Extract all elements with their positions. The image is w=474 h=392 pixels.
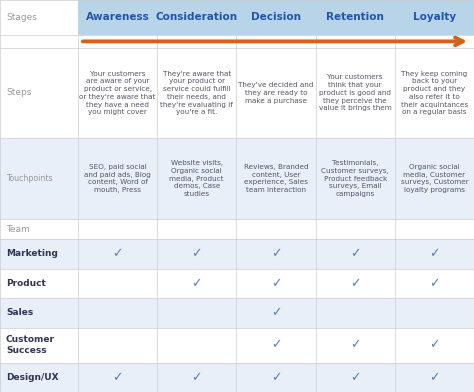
Text: ✓: ✓ [112,247,123,260]
Text: ✓: ✓ [191,247,202,260]
Bar [0,363,474,392]
Text: ✓: ✓ [271,339,281,352]
Bar [0,0,78,35]
Text: Organic social
media, Customer
surveys, Customer
loyalty programs: Organic social media, Customer surveys, … [401,164,468,193]
Text: ✓: ✓ [271,307,281,319]
Bar [0,219,474,239]
Text: Marketing: Marketing [6,249,58,258]
Text: Reviews, Branded
content, User
experience, Sales
team interaction: Reviews, Branded content, User experienc… [244,164,308,193]
Text: ✓: ✓ [429,277,440,290]
Text: Consideration: Consideration [156,13,238,22]
Text: Team: Team [6,225,30,234]
Text: Decision: Decision [251,13,301,22]
Text: Your customers
are aware of your
product or service,
or they're aware that
they : Your customers are aware of your product… [80,71,156,115]
Text: Customer
Success: Customer Success [6,336,55,355]
Text: Product: Product [6,279,46,288]
Text: ✓: ✓ [429,339,440,352]
Text: ✓: ✓ [191,371,202,384]
Text: ✓: ✓ [429,371,440,384]
Text: ✓: ✓ [191,277,202,290]
Bar [0,48,474,138]
Text: Stages: Stages [6,13,37,22]
Text: ✓: ✓ [271,371,281,384]
Text: ✓: ✓ [429,247,440,260]
Text: Loyalty: Loyalty [413,13,456,22]
Text: ✓: ✓ [271,277,281,290]
Text: Your customers
think that your
product is good and
they perceive the
value it br: Your customers think that your product i… [319,74,392,111]
Bar [0,239,474,269]
Bar [0,35,474,48]
Text: Website visits,
Organic social
media, Product
demos, Case
studies: Website visits, Organic social media, Pr… [170,160,224,197]
Text: Testimonials,
Customer surveys,
Product feedback
surveys, Email
campaigns: Testimonials, Customer surveys, Product … [321,160,389,197]
Text: Steps: Steps [6,89,31,98]
Bar [0,138,474,219]
Text: They keep coming
back to your
product and they
also refer it to
their acquintanc: They keep coming back to your product an… [401,71,468,115]
Text: ✓: ✓ [350,339,360,352]
Text: Touchpoints: Touchpoints [6,174,53,183]
Bar [0,269,474,298]
Text: ✓: ✓ [350,247,360,260]
Bar [78,0,474,35]
Text: Sales: Sales [6,309,33,318]
Text: Awareness: Awareness [86,13,149,22]
Bar [0,328,474,363]
Bar [0,298,474,328]
Text: ✓: ✓ [271,247,281,260]
Text: ✓: ✓ [350,371,360,384]
Text: ✓: ✓ [112,371,123,384]
Text: ✓: ✓ [350,277,360,290]
Text: Design/UX: Design/UX [6,373,59,382]
Text: They're aware that
your product or
service could fulfill
their needs, and
they'r: They're aware that your product or servi… [160,71,233,115]
Text: They've decided and
they are ready to
make a purchase: They've decided and they are ready to ma… [238,82,314,104]
Text: Retention: Retention [326,13,384,22]
Text: SEO, paid social
and paid ads, Blog
content, Word of
mouth, Press: SEO, paid social and paid ads, Blog cont… [84,164,151,193]
